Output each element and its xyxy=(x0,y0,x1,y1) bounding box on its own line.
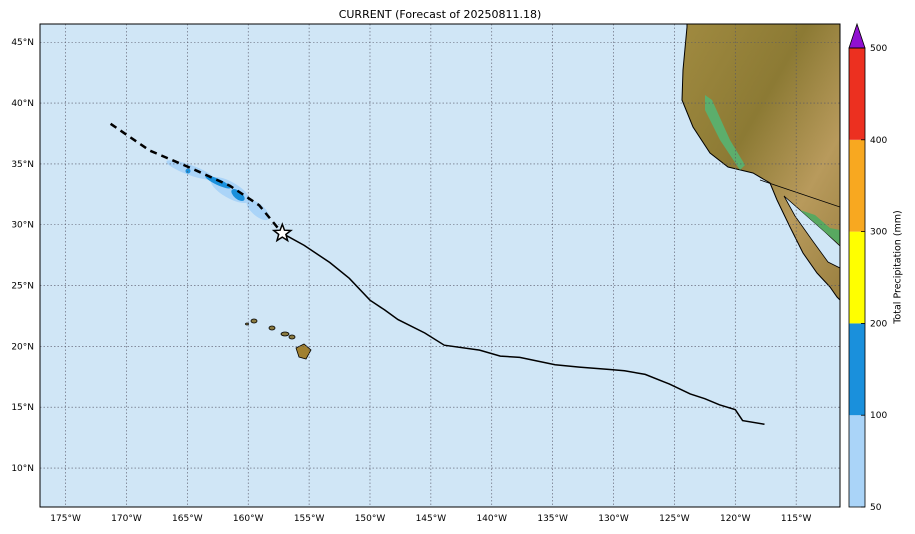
lon-tick-label: 155°W xyxy=(294,514,325,524)
map-frame xyxy=(39,23,841,508)
colorbar-bin xyxy=(849,231,865,324)
graticule xyxy=(40,24,840,507)
colorbar-tick-label: 200 xyxy=(870,319,887,329)
map-title: CURRENT (Forecast of 20250811.18) xyxy=(338,8,542,21)
lon-tick-label: 150°W xyxy=(355,514,386,524)
colorbar-bin xyxy=(849,139,865,232)
colorbar: 50 100 200 300 400 500 xyxy=(848,22,887,513)
lon-tick-label: 135°W xyxy=(537,514,568,524)
forecast-track xyxy=(281,232,765,426)
lat-tick-label: 10°N xyxy=(11,464,34,474)
colorbar-tick-label: 500 xyxy=(870,44,887,54)
lon-tick-label: 115°W xyxy=(781,514,812,524)
lon-tick-label: 145°W xyxy=(416,514,447,524)
lat-tick-label: 15°N xyxy=(11,403,34,413)
lat-tick-label: 30°N xyxy=(11,221,34,231)
colorbar-extend-triangle xyxy=(848,22,866,49)
past-track-dashed xyxy=(109,122,284,235)
colorbar-tick-label: 400 xyxy=(870,136,887,146)
hawaiian-islands xyxy=(245,318,312,360)
colorbar-bin xyxy=(849,48,865,140)
lon-tick-label: 125°W xyxy=(659,514,690,524)
lat-tick-label: 35°N xyxy=(11,160,34,170)
lon-tick-label: 130°W xyxy=(598,514,629,524)
lon-tick-label: 140°W xyxy=(476,514,507,524)
lat-tick-label: 45°N xyxy=(11,38,34,48)
lon-tick-label: 120°W xyxy=(720,514,751,524)
lon-tick-label: 170°W xyxy=(111,514,142,524)
lon-tick-label: 165°W xyxy=(172,514,203,524)
colorbar-bin xyxy=(849,323,865,416)
lon-tick-label: 175°W xyxy=(50,514,81,524)
lon-tick-label: 160°W xyxy=(233,514,264,524)
lat-tick-label: 40°N xyxy=(11,99,34,109)
axis-ticks: 175°W 170°W 165°W 160°W 155°W 150°W 145°W 140°W… xyxy=(11,38,811,524)
colorbar-bin xyxy=(849,415,865,507)
precipitation-swath xyxy=(166,160,270,221)
colorbar-label: Total Precipitation (mm) xyxy=(892,210,904,324)
lat-tick-label: 25°N xyxy=(11,282,34,292)
north-america-land xyxy=(681,24,840,301)
colorbar-frame xyxy=(848,47,866,508)
colorbar-tick-label: 50 xyxy=(870,503,882,513)
colorbar-tick-label: 300 xyxy=(870,228,887,238)
star-icon xyxy=(271,222,293,243)
colorbar-tick-label: 100 xyxy=(870,411,887,421)
lat-tick-label: 20°N xyxy=(11,342,34,352)
